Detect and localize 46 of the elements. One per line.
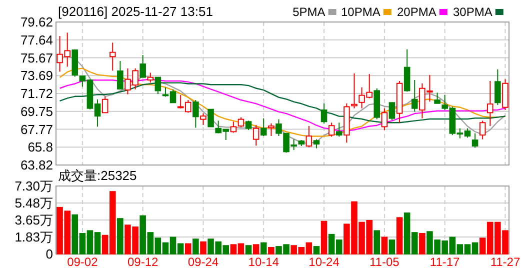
candlestick xyxy=(351,72,358,109)
bar xyxy=(192,238,199,254)
x-tick-label: 10-14 xyxy=(248,255,280,269)
candlestick xyxy=(109,42,116,72)
chart-title: [920116] 2025-11-27 13:51 xyxy=(58,4,213,19)
x-tick-label: 09-12 xyxy=(127,255,158,269)
y-tick-label: 65.8 xyxy=(28,140,53,155)
bar xyxy=(388,240,396,254)
bar xyxy=(381,236,388,254)
y-tick-label: 69.75 xyxy=(20,104,53,119)
legend-label: 5PMA xyxy=(292,5,326,19)
bar xyxy=(252,244,260,254)
bar xyxy=(117,218,124,254)
y-tick-label: 0 xyxy=(46,246,53,262)
chart-title: 成交量:25325 xyxy=(58,168,137,183)
y-tick-label: 71.72 xyxy=(20,86,53,101)
y-tick-label: 1.83万 xyxy=(14,229,53,244)
y-tick-label: 5.48万 xyxy=(14,195,53,210)
candlestick xyxy=(486,80,494,126)
x-tick-label: 10-24 xyxy=(308,255,340,269)
bar xyxy=(320,220,328,254)
x-tick-label: 09-24 xyxy=(188,255,219,269)
bar xyxy=(184,243,192,254)
y-tick-label: 63.82 xyxy=(20,158,53,172)
bar xyxy=(245,245,252,254)
bar xyxy=(419,233,426,254)
bar xyxy=(268,246,274,254)
x-tick-label: 11-17 xyxy=(430,255,460,269)
y-tick-label: 79.62 xyxy=(20,14,53,30)
bar xyxy=(374,230,380,254)
legend-label: 20PMA xyxy=(397,5,436,19)
y-tick-label: 73.69 xyxy=(20,68,53,84)
y-tick-label: 67.77 xyxy=(20,122,53,137)
legend-label: 10PMA xyxy=(341,5,380,19)
y-tick-label: 3.65万 xyxy=(14,212,53,228)
bar xyxy=(313,246,320,254)
legend-label: 30PMA xyxy=(453,5,492,19)
y-tick-label: 77.64 xyxy=(20,32,53,48)
x-tick-label: 11-27 xyxy=(490,255,520,269)
y-tick-label: 7.30万 xyxy=(14,178,53,194)
bar xyxy=(260,242,267,254)
bar xyxy=(396,217,403,254)
x-tick-label: 11-05 xyxy=(370,255,400,269)
y-tick-label: 75.67 xyxy=(20,50,53,66)
x-tick-label: 09-02 xyxy=(67,255,98,269)
bar xyxy=(200,241,206,254)
